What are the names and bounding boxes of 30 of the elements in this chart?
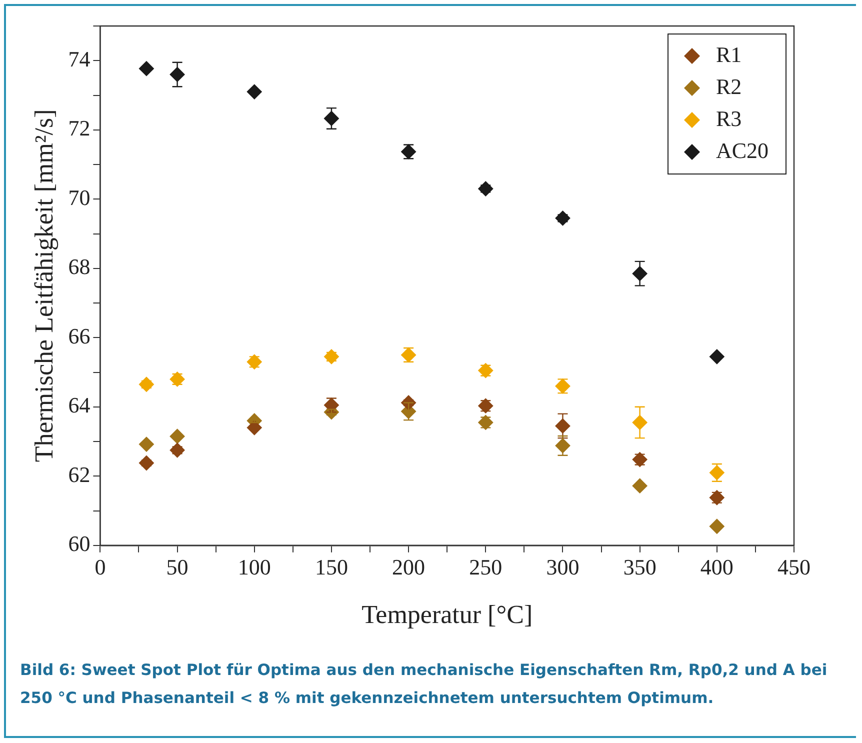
point	[555, 210, 570, 226]
y-tick-label: 74	[68, 46, 90, 72]
x-tick-label: 300	[546, 554, 580, 580]
x-tick-label: 50	[166, 554, 188, 580]
x-tick-label: 350	[623, 554, 656, 580]
y-tick-label: 70	[68, 184, 90, 210]
legend-label: AC20	[716, 138, 769, 163]
y-tick-label: 72	[68, 116, 90, 141]
x-tick-label: 200	[392, 554, 426, 580]
point	[170, 442, 185, 458]
text: Bild 6: Sweet Spot Plot für Optima aus den mechanische Eigenschaften Rm, Rp0,2 und A bei 250 °C und Phasenanteil < 8 % mit gekennzeichnetem untersuchtem Optimum.	[20, 660, 828, 709]
y-tick-label: 66	[68, 323, 90, 348]
legend-label: R2	[716, 74, 742, 99]
x-tick-label: 400	[700, 554, 734, 580]
point	[138, 376, 154, 392]
y-tick-label: 68	[68, 254, 90, 280]
x-tick-label: 0	[94, 554, 106, 580]
y-tick-label: 62	[68, 462, 90, 487]
y-tick-label: 64	[68, 392, 90, 418]
point	[478, 181, 494, 196]
y-tick-label: 60	[68, 531, 90, 556]
x-tick-label: 150	[314, 554, 348, 580]
x-tick-label: 450	[778, 554, 810, 580]
y-axis-title: Thermische Leitfähigkeit [mm²/s]	[29, 109, 58, 462]
legend-label: R3	[716, 106, 742, 131]
x-tick-label: 100	[238, 554, 271, 580]
x-tick-label: 250	[469, 554, 502, 580]
legend-label: R1	[716, 42, 742, 67]
x-axis-title: Temperatur [°C]	[362, 600, 533, 630]
point	[324, 349, 339, 364]
